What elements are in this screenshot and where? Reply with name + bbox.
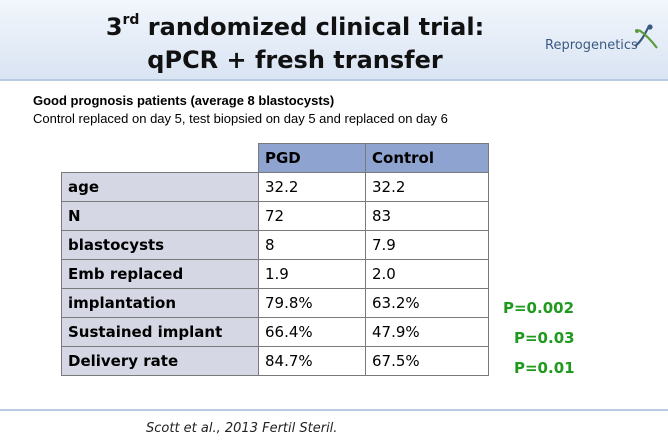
p-value-implantation: P=0.002 xyxy=(503,299,575,317)
control-value: 7.9 xyxy=(365,230,489,260)
control-value: 47.9% xyxy=(365,317,489,347)
control-value: 67.5% xyxy=(365,346,489,376)
table-header-row: PGD Control xyxy=(62,143,489,173)
row-label: N xyxy=(61,201,259,231)
reprogenetics-logo: Reprogenetics xyxy=(545,22,665,62)
pgd-value: 8 xyxy=(258,230,366,260)
control-value: 63.2% xyxy=(365,288,489,318)
pgd-value: 32.2 xyxy=(258,172,366,202)
title-banner: 3rd randomized clinical trial: qPCR + fr… xyxy=(0,0,668,81)
table-row: Sustained implant 66.4% 47.9% xyxy=(61,317,489,347)
control-value: 32.2 xyxy=(365,172,489,202)
column-header-control: Control xyxy=(365,143,489,173)
row-label: age xyxy=(61,172,259,202)
column-header-pgd: PGD xyxy=(258,143,366,173)
row-label: Emb replaced xyxy=(61,259,259,289)
protocol-description: Control replaced on day 5, test biopsied… xyxy=(33,111,448,126)
table-row: age 32.2 32.2 xyxy=(61,172,489,202)
title-line-1: 3rd randomized clinical trial: xyxy=(105,12,485,41)
pgd-value: 84.7% xyxy=(258,346,366,376)
table-row: implantation 79.8% 63.2% xyxy=(61,288,489,318)
control-value: 83 xyxy=(365,201,489,231)
slide-title: 3rd randomized clinical trial: qPCR + fr… xyxy=(60,6,530,77)
pgd-value: 1.9 xyxy=(258,259,366,289)
citation: Scott et al., 2013 Fertil Steril. xyxy=(146,421,338,436)
table-row: Delivery rate 84.7% 67.5% xyxy=(61,346,489,376)
population-subtitle: Good prognosis patients (average 8 blast… xyxy=(33,93,335,108)
title-line-2: qPCR + fresh transfer xyxy=(147,46,443,74)
results-table: PGD Control age 32.2 32.2 N 72 83 blasto… xyxy=(61,143,489,376)
footer-divider xyxy=(0,409,668,411)
table-row: N 72 83 xyxy=(61,201,489,231)
p-value-delivery-rate: P=0.01 xyxy=(514,359,575,377)
table-row: blastocysts 8 7.9 xyxy=(61,230,489,260)
control-value: 2.0 xyxy=(365,259,489,289)
row-label: implantation xyxy=(61,288,259,318)
table-row: Emb replaced 1.9 2.0 xyxy=(61,259,489,289)
pgd-value: 79.8% xyxy=(258,288,366,318)
row-label: Delivery rate xyxy=(61,346,259,376)
p-value-sustained-implant: P=0.03 xyxy=(514,329,575,347)
row-label: blastocysts xyxy=(61,230,259,260)
pgd-value: 72 xyxy=(258,201,366,231)
logo-mark-icon xyxy=(634,24,658,49)
row-label: Sustained implant xyxy=(61,317,259,347)
header-blank-cell xyxy=(62,144,259,173)
logo-text: Reprogenetics xyxy=(545,38,638,53)
pgd-value: 66.4% xyxy=(258,317,366,347)
